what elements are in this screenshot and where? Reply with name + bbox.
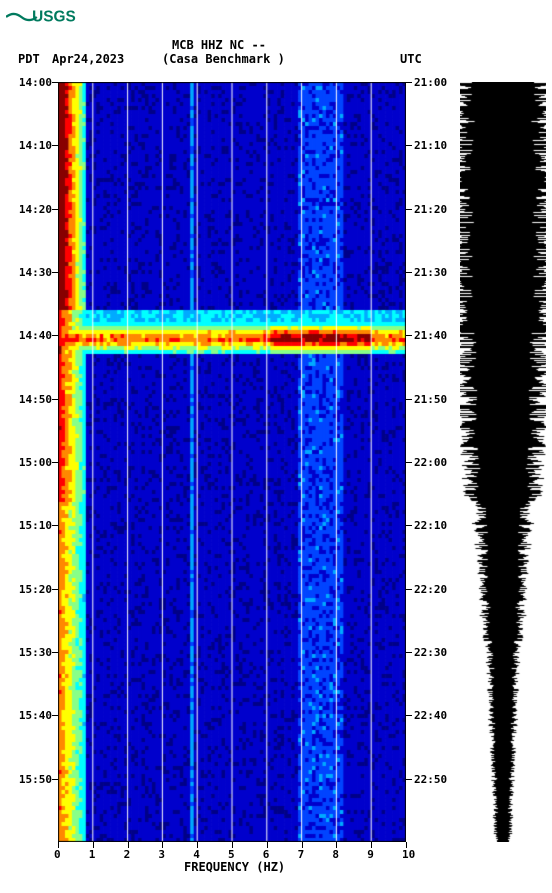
ytick-right: 22:10	[414, 519, 462, 532]
ytick-left: 15:40	[4, 709, 52, 722]
x-axis-label: FREQUENCY (HZ)	[184, 860, 285, 874]
ytick-right: 22:40	[414, 709, 462, 722]
waveform-canvas	[460, 82, 546, 842]
xtick: 3	[158, 848, 165, 861]
svg-text:USGS: USGS	[32, 9, 76, 26]
xtick: 10	[402, 848, 415, 861]
ytick-left: 15:30	[4, 646, 52, 659]
ytick-left: 14:20	[4, 203, 52, 216]
ytick-right: 21:10	[414, 139, 462, 152]
ytick-right: 21:30	[414, 266, 462, 279]
ytick-right: 21:20	[414, 203, 462, 216]
ytick-left: 15:00	[4, 456, 52, 469]
station-name: (Casa Benchmark )	[162, 52, 285, 66]
spectrogram-canvas	[58, 82, 406, 842]
ytick-left: 15:50	[4, 773, 52, 786]
xtick: 2	[124, 848, 131, 861]
xtick: 0	[54, 848, 61, 861]
ytick-left: 14:30	[4, 266, 52, 279]
ytick-left: 14:40	[4, 329, 52, 342]
station-code: MCB HHZ NC --	[172, 38, 266, 52]
tz-left: PDT	[18, 52, 40, 66]
ytick-right: 22:30	[414, 646, 462, 659]
tz-right: UTC	[400, 52, 422, 66]
usgs-logo: USGS	[6, 6, 106, 31]
ytick-left: 14:10	[4, 139, 52, 152]
spectrogram-plot	[58, 82, 406, 842]
ytick-right: 21:50	[414, 393, 462, 406]
ytick-left: 15:10	[4, 519, 52, 532]
xtick: 9	[367, 848, 374, 861]
ytick-right: 22:20	[414, 583, 462, 596]
ytick-right: 22:50	[414, 773, 462, 786]
ytick-right: 21:00	[414, 76, 462, 89]
date: Apr24,2023	[52, 52, 124, 66]
ytick-right: 22:00	[414, 456, 462, 469]
xtick: 7	[298, 848, 305, 861]
ytick-left: 14:00	[4, 76, 52, 89]
xtick: 8	[332, 848, 339, 861]
xtick: 1	[89, 848, 96, 861]
ytick-right: 21:40	[414, 329, 462, 342]
ytick-left: 14:50	[4, 393, 52, 406]
ytick-left: 15:20	[4, 583, 52, 596]
